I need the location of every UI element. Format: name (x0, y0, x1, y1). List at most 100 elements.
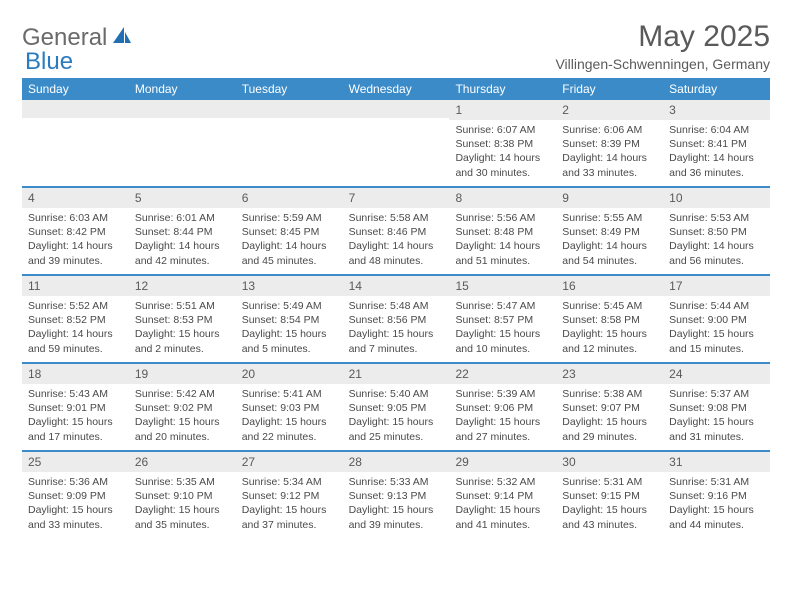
day-details: Sunrise: 5:48 AMSunset: 8:56 PMDaylight:… (343, 296, 450, 361)
sunrise-text: Sunrise: 5:58 AM (349, 211, 444, 225)
day-number: 31 (663, 452, 770, 472)
sunset-text: Sunset: 8:48 PM (455, 225, 550, 239)
calendar-day: 15Sunrise: 5:47 AMSunset: 8:57 PMDayligh… (449, 276, 556, 362)
daylight-text: Daylight: 15 hours and 33 minutes. (28, 503, 123, 531)
day-details: Sunrise: 5:53 AMSunset: 8:50 PMDaylight:… (663, 208, 770, 273)
calendar-day: 5Sunrise: 6:01 AMSunset: 8:44 PMDaylight… (129, 188, 236, 274)
title-block: May 2025 Villingen-Schwenningen, Germany (555, 20, 770, 72)
sunset-text: Sunset: 8:52 PM (28, 313, 123, 327)
calendar-day: 26Sunrise: 5:35 AMSunset: 9:10 PMDayligh… (129, 452, 236, 538)
sunset-text: Sunset: 8:38 PM (455, 137, 550, 151)
day-details: Sunrise: 5:35 AMSunset: 9:10 PMDaylight:… (129, 472, 236, 537)
sunrise-text: Sunrise: 5:42 AM (135, 387, 230, 401)
daylight-text: Daylight: 14 hours and 42 minutes. (135, 239, 230, 267)
sunrise-text: Sunrise: 5:51 AM (135, 299, 230, 313)
sunrise-text: Sunrise: 5:59 AM (242, 211, 337, 225)
day-details: Sunrise: 5:58 AMSunset: 8:46 PMDaylight:… (343, 208, 450, 273)
sunset-text: Sunset: 8:39 PM (562, 137, 657, 151)
sunrise-text: Sunrise: 6:03 AM (28, 211, 123, 225)
day-number: 13 (236, 276, 343, 296)
calendar-day (129, 100, 236, 186)
sunset-text: Sunset: 8:45 PM (242, 225, 337, 239)
daylight-text: Daylight: 15 hours and 12 minutes. (562, 327, 657, 355)
day-details: Sunrise: 5:55 AMSunset: 8:49 PMDaylight:… (556, 208, 663, 273)
calendar-day: 24Sunrise: 5:37 AMSunset: 9:08 PMDayligh… (663, 364, 770, 450)
sunset-text: Sunset: 8:56 PM (349, 313, 444, 327)
calendar-day: 25Sunrise: 5:36 AMSunset: 9:09 PMDayligh… (22, 452, 129, 538)
day-details: Sunrise: 5:41 AMSunset: 9:03 PMDaylight:… (236, 384, 343, 449)
sunset-text: Sunset: 9:16 PM (669, 489, 764, 503)
calendar-day (343, 100, 450, 186)
logo-text-2: Blue (25, 48, 73, 76)
calendar-day: 13 Sunrise: 5:49 AMSunset: 8:54 PMDayligh… (236, 276, 343, 362)
day-number (236, 100, 343, 118)
daylight-text: Daylight: 15 hours and 25 minutes. (349, 415, 444, 443)
sunset-text: Sunset: 8:53 PM (135, 313, 230, 327)
dow-sunday: Sunday (22, 78, 129, 100)
day-details: Sunrise: 5:36 AMSunset: 9:09 PMDaylight:… (22, 472, 129, 537)
sunset-text: Sunset: 9:02 PM (135, 401, 230, 415)
daylight-text: Daylight: 14 hours and 59 minutes. (28, 327, 123, 355)
calendar-day: 17Sunrise: 5:44 AMSunset: 9:00 PMDayligh… (663, 276, 770, 362)
sunrise-text: Sunrise: 5:41 AM (242, 387, 337, 401)
calendar-day: 10Sunrise: 5:53 AMSunset: 8:50 PMDayligh… (663, 188, 770, 274)
sunset-text: Sunset: 8:46 PM (349, 225, 444, 239)
sunset-text: Sunset: 9:07 PM (562, 401, 657, 415)
calendar-day: 29Sunrise: 5:32 AMSunset: 9:14 PMDayligh… (449, 452, 556, 538)
sunset-text: Sunset: 8:42 PM (28, 225, 123, 239)
day-number: 4 (22, 188, 129, 208)
sunset-text: Sunset: 8:44 PM (135, 225, 230, 239)
sunrise-text: Sunrise: 5:55 AM (562, 211, 657, 225)
dow-saturday: Saturday (663, 78, 770, 100)
day-number: 3 (663, 100, 770, 120)
daylight-text: Daylight: 15 hours and 29 minutes. (562, 415, 657, 443)
sunset-text: Sunset: 9:12 PM (242, 489, 337, 503)
sunset-text: Sunset: 9:01 PM (28, 401, 123, 415)
day-number: 16 (556, 276, 663, 296)
sunset-text: Sunset: 9:05 PM (349, 401, 444, 415)
day-number: 19 (129, 364, 236, 384)
day-number: 30 (556, 452, 663, 472)
sunset-text: Sunset: 9:00 PM (669, 313, 764, 327)
calendar-day: 21Sunrise: 5:40 AMSunset: 9:05 PMDayligh… (343, 364, 450, 450)
day-details: Sunrise: 5:43 AMSunset: 9:01 PMDaylight:… (22, 384, 129, 449)
sunset-text: Sunset: 9:14 PM (455, 489, 550, 503)
dow-tuesday: Tuesday (236, 78, 343, 100)
month-title: May 2025 (555, 20, 770, 54)
sunrise-text: Sunrise: 5:49 AM (242, 299, 337, 313)
daylight-text: Daylight: 15 hours and 37 minutes. (242, 503, 337, 531)
dow-friday: Friday (556, 78, 663, 100)
day-number: 8 (449, 188, 556, 208)
calendar-day: 22Sunrise: 5:39 AMSunset: 9:06 PMDayligh… (449, 364, 556, 450)
day-of-week-header: Sunday Monday Tuesday Wednesday Thursday… (22, 78, 770, 100)
daylight-text: Daylight: 14 hours and 45 minutes. (242, 239, 337, 267)
day-details: Sunrise: 5:51 AMSunset: 8:53 PMDaylight:… (129, 296, 236, 361)
day-details (129, 118, 236, 180)
day-number (22, 100, 129, 118)
daylight-text: Daylight: 15 hours and 27 minutes. (455, 415, 550, 443)
sunrise-text: Sunrise: 6:06 AM (562, 123, 657, 137)
daylight-text: Daylight: 15 hours and 43 minutes. (562, 503, 657, 531)
day-details: Sunrise: 5:38 AMSunset: 9:07 PMDaylight:… (556, 384, 663, 449)
sunrise-text: Sunrise: 5:32 AM (455, 475, 550, 489)
day-number: 26 (129, 452, 236, 472)
sunrise-text: Sunrise: 5:35 AM (135, 475, 230, 489)
header: General May 2025 Villingen-Schwenningen,… (22, 20, 770, 72)
sunset-text: Sunset: 8:54 PM (242, 313, 337, 327)
day-details: Sunrise: 5:32 AMSunset: 9:14 PMDaylight:… (449, 472, 556, 537)
day-details: Sunrise: 5:31 AMSunset: 9:15 PMDaylight:… (556, 472, 663, 537)
sunset-text: Sunset: 9:13 PM (349, 489, 444, 503)
day-number: 25 (22, 452, 129, 472)
day-details: Sunrise: 5:39 AMSunset: 9:06 PMDaylight:… (449, 384, 556, 449)
daylight-text: Daylight: 15 hours and 5 minutes. (242, 327, 337, 355)
calendar-day: 9Sunrise: 5:55 AMSunset: 8:49 PMDaylight… (556, 188, 663, 274)
daylight-text: Daylight: 14 hours and 30 minutes. (455, 151, 550, 179)
daylight-text: Daylight: 15 hours and 10 minutes. (455, 327, 550, 355)
day-number: 9 (556, 188, 663, 208)
day-number: 20 (236, 364, 343, 384)
logo-sail-icon (110, 24, 132, 52)
sunrise-text: Sunrise: 5:53 AM (669, 211, 764, 225)
day-number: 17 (663, 276, 770, 296)
daylight-text: Daylight: 15 hours and 35 minutes. (135, 503, 230, 531)
day-number: 5 (129, 188, 236, 208)
